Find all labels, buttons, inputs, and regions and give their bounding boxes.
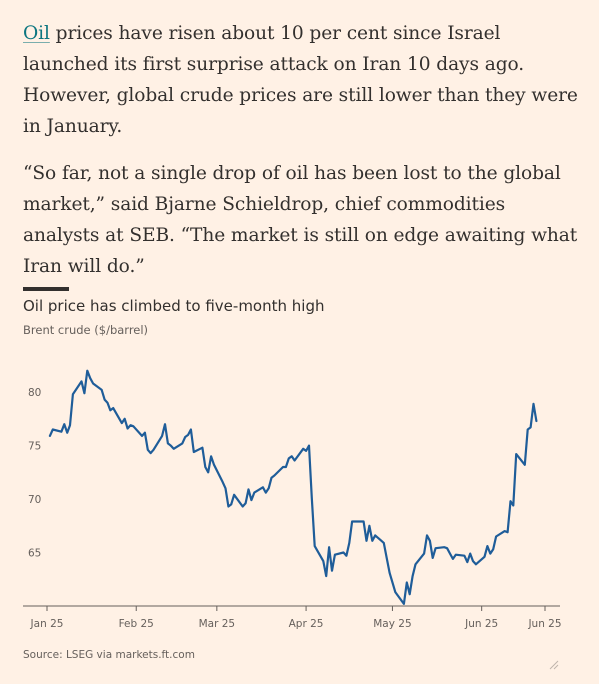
x-tick-label: May 25 xyxy=(373,618,411,630)
x-tick-label: Mar 25 xyxy=(199,618,236,630)
article-paragraph-1: Oil prices have risen about 10 per cent … xyxy=(23,18,583,142)
x-tick-label: Feb 25 xyxy=(119,618,154,630)
x-tick-label: Apr 25 xyxy=(289,618,324,630)
chart-subtitle: Brent crude ($/barrel) xyxy=(23,323,149,337)
x-tick-label: Jun 25 xyxy=(527,618,561,630)
x-tick-label: Jun 25 xyxy=(464,618,498,630)
chart-top-rule xyxy=(23,287,69,291)
article-paragraph-2: “So far, not a single drop of oil has be… xyxy=(23,163,578,277)
line-chart: 65 70 75 80 Jan 25 Feb 25 Mar 25 Apr 25 May 25 Ju… xyxy=(23,369,562,630)
paragraph-1-text: prices have risen about 10 per cent sinc… xyxy=(23,23,578,137)
y-tick-label: 75 xyxy=(28,441,41,453)
oil-link[interactable]: Oil xyxy=(23,23,50,44)
x-tick-label: Jan 25 xyxy=(30,618,64,630)
resize-handle-icon xyxy=(549,660,559,670)
chart-source: Source: LSEG via markets.ft.com xyxy=(23,649,195,661)
y-tick-label: 80 xyxy=(28,387,41,399)
y-tick-label: 70 xyxy=(28,494,41,506)
chart-title: Oil price has climbed to five-month high xyxy=(23,297,325,315)
article-body: Oil prices have risen about 10 per cent … xyxy=(23,18,583,282)
brent-crude-line xyxy=(48,369,538,605)
y-tick-label: 65 xyxy=(28,548,41,560)
